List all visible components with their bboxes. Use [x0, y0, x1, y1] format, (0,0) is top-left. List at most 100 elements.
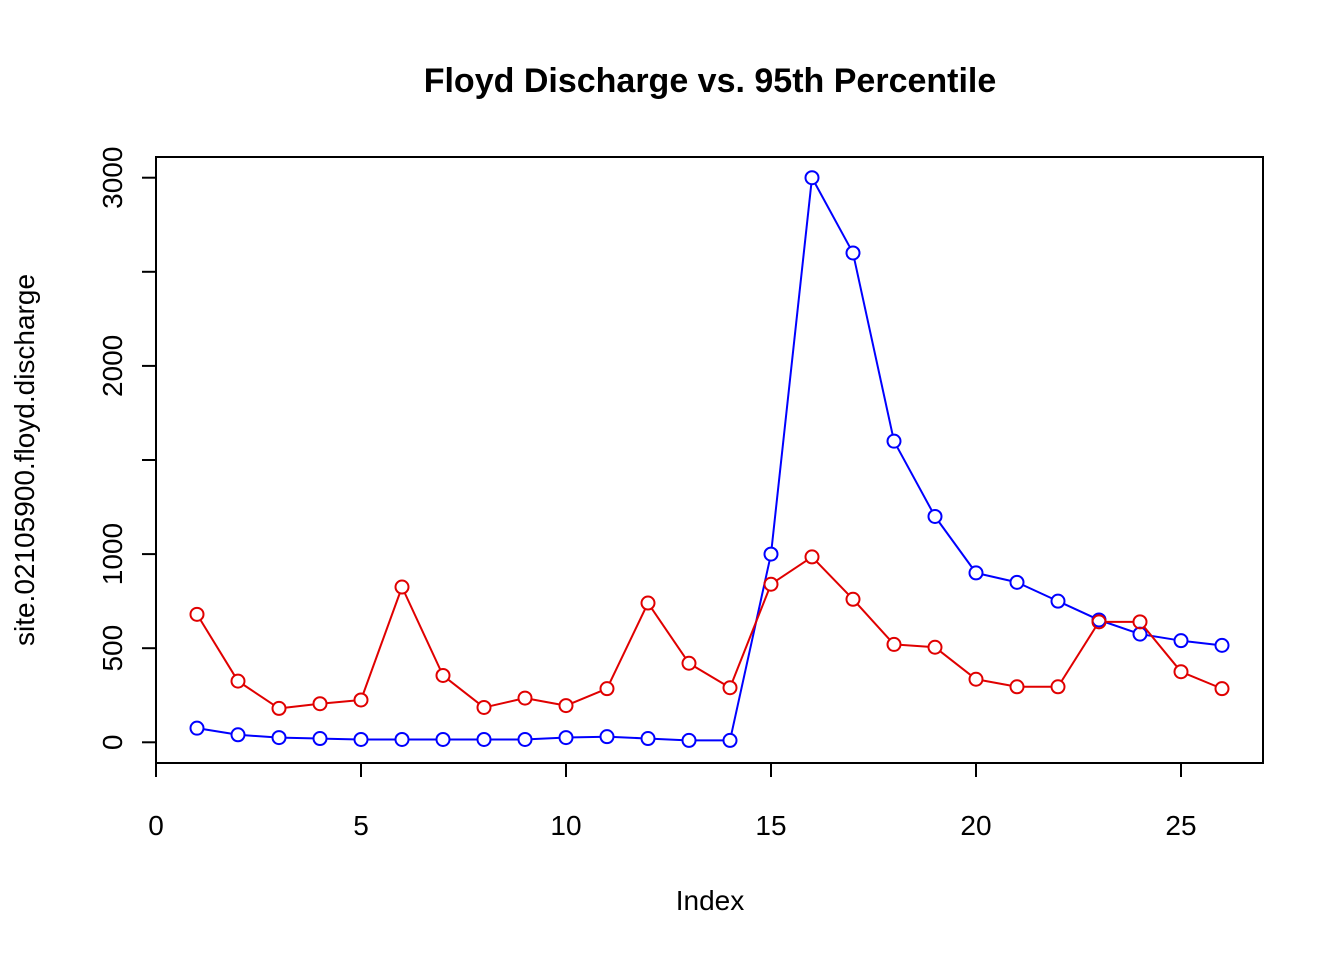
- y-tick-label: 500: [97, 625, 128, 672]
- series-2-point: [599, 681, 615, 697]
- series-2-point: [312, 696, 328, 712]
- series-2-segment: [900, 643, 929, 648]
- plot-frame: [155, 156, 1264, 764]
- series-1-point: [763, 546, 779, 562]
- series-1-segment: [613, 735, 642, 740]
- x-tick-label: 15: [755, 810, 786, 841]
- series-layer: [189, 170, 1230, 748]
- series-1-point: [968, 565, 984, 581]
- series-1-point: [435, 731, 451, 747]
- series-1-point: [1009, 574, 1025, 590]
- series-2-point: [558, 698, 574, 714]
- series-1-point: [845, 245, 861, 261]
- y-tick-label: 0: [97, 735, 128, 751]
- series-1-segment: [982, 573, 1011, 582]
- series-1-segment: [1187, 640, 1216, 646]
- series-2-segment: [285, 703, 314, 709]
- series-1-segment: [1105, 621, 1134, 633]
- series-2-segment: [447, 679, 480, 704]
- series-2-point: [640, 595, 656, 611]
- x-axis: 0 5 10 15 20 25: [148, 762, 1197, 841]
- x-axis-label: Index: [676, 885, 745, 916]
- series-2-point: [722, 680, 738, 696]
- series-2-segment: [1187, 673, 1216, 687]
- series-2-point: [189, 606, 205, 622]
- series-2-point: [1091, 614, 1107, 630]
- series-2-segment: [1060, 627, 1097, 682]
- series-1-point: [394, 731, 410, 747]
- series-1-point: [640, 731, 656, 747]
- series-2-point: [1050, 679, 1066, 695]
- series-1-point: [476, 731, 492, 747]
- series-1-segment: [285, 736, 314, 740]
- series-1-segment: [572, 735, 601, 739]
- series-2-segment: [651, 608, 686, 659]
- y-tick-label: 2000: [97, 335, 128, 397]
- series-1-point: [517, 731, 533, 747]
- series-2-point: [804, 549, 820, 565]
- series-1-point: [1132, 626, 1148, 642]
- series-2-segment: [199, 619, 236, 676]
- series-2-segment: [531, 698, 560, 706]
- series-1-segment: [326, 737, 355, 741]
- series-1-segment: [1063, 603, 1094, 618]
- series-2-segment: [982, 679, 1011, 687]
- series-1-segment: [203, 728, 232, 735]
- series-2-segment: [731, 590, 770, 682]
- series-1-point: [927, 508, 943, 524]
- x-tick-label: 25: [1165, 810, 1196, 841]
- series-2-segment: [404, 592, 441, 670]
- series-2-segment: [609, 608, 646, 683]
- series-2-point: [886, 636, 902, 652]
- y-tick-label: 3000: [97, 147, 128, 209]
- series-2-point: [517, 690, 533, 706]
- y-axis: 0 500 1000 2000 3000: [97, 147, 157, 751]
- series-1-segment: [730, 560, 771, 734]
- series-1-segment: [938, 521, 973, 568]
- series-1-point: [1050, 593, 1066, 609]
- series-1: [189, 170, 1230, 748]
- series-1-point: [681, 732, 697, 748]
- y-tick-label: 1000: [97, 523, 128, 585]
- series-1-point: [1173, 633, 1189, 649]
- series-1-point: [230, 727, 246, 743]
- x-tick-label: 0: [148, 810, 164, 841]
- series-2-segment: [490, 698, 519, 707]
- series-1-point: [1214, 637, 1230, 653]
- series-1-segment: [1022, 584, 1053, 600]
- series-1-point: [599, 729, 615, 745]
- series-2-point: [476, 699, 492, 715]
- series-2-point: [271, 700, 287, 716]
- series-2-point: [435, 667, 451, 683]
- series-2-segment: [776, 559, 807, 582]
- series-2-point: [681, 655, 697, 671]
- series-1-segment: [244, 734, 273, 739]
- series-1-point: [353, 731, 369, 747]
- series-2-point: [1173, 664, 1189, 680]
- series-2-segment: [939, 650, 972, 676]
- series-2-point: [394, 579, 410, 595]
- series-1-segment: [770, 184, 813, 548]
- series-2-point: [845, 591, 861, 607]
- series-2-point: [1132, 614, 1148, 630]
- series-2-segment: [816, 561, 849, 595]
- series-1-segment: [814, 183, 851, 248]
- series-1-segment: [531, 736, 560, 741]
- series-1-point: [312, 731, 328, 747]
- y-axis-label: site.02105900.floyd.discharge: [9, 274, 40, 646]
- series-2-segment: [362, 593, 401, 694]
- series-1-segment: [853, 259, 894, 435]
- series-2-segment: [1143, 626, 1178, 667]
- x-tick-label: 10: [550, 810, 581, 841]
- series-2-point: [763, 576, 779, 592]
- series-1-point: [271, 730, 287, 746]
- series-2-segment: [694, 665, 725, 685]
- series-2-segment: [326, 699, 355, 705]
- series-2-segment: [243, 684, 274, 706]
- series-2-point: [353, 692, 369, 708]
- series-2: [189, 549, 1230, 716]
- series-2-segment: [856, 603, 891, 640]
- series-2-point: [230, 673, 246, 689]
